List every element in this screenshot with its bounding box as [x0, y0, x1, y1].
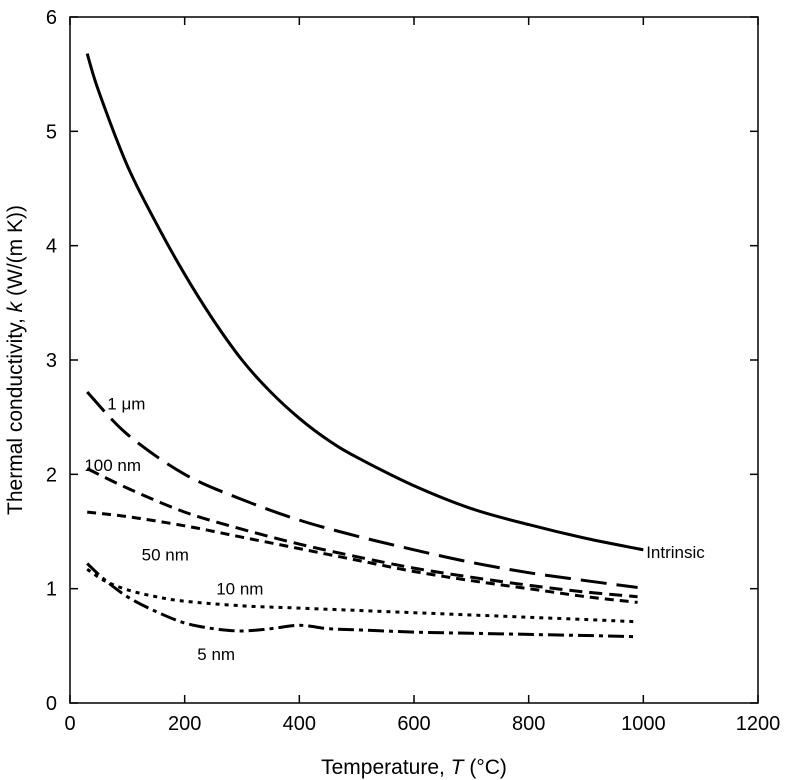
series-label-100-nm: 100 nm	[84, 456, 141, 475]
series-layer	[85, 53, 644, 639]
x-tick-label: 800	[512, 713, 545, 735]
series-label-10-nm: 10 nm	[216, 580, 263, 599]
series-line-5-nm	[86, 562, 638, 639]
x-tick-label: 1200	[736, 713, 781, 735]
series-line-1-m	[86, 390, 638, 589]
x-tick-label: 400	[283, 713, 316, 735]
series-label-50-nm: 50 nm	[142, 545, 189, 564]
y-tick-label: 3	[46, 350, 57, 372]
x-tick-label: 600	[397, 713, 430, 735]
y-tick-label: 2	[46, 464, 57, 486]
x-tick-label: 200	[168, 713, 201, 735]
x-tick-label: 1000	[621, 713, 666, 735]
y-tick-label: 4	[46, 236, 57, 258]
series-line-10-nm	[86, 567, 638, 624]
series-label-5-nm: 5 nm	[197, 645, 235, 664]
y-tick-label: 6	[46, 7, 57, 29]
axis-ticks: 0 200 400 600 800 1000 1200 0 1 2 3 4 5 6	[46, 7, 780, 735]
series-line-intrinsic	[85, 53, 644, 552]
series-label-intrinsic: Intrinsic	[646, 543, 705, 562]
y-axis-title: Thermal conductivity, k (W/(m K))	[4, 205, 27, 515]
series-line-100-nm	[86, 467, 638, 599]
series-labels: Intrinsic 1 μm 100 nm 50 nm 10 nm 5 nm	[84, 394, 705, 663]
y-tick-label: 1	[46, 579, 57, 601]
y-tick-label: 5	[46, 121, 57, 143]
x-tick-label: 0	[64, 713, 75, 735]
series-line-50-nm	[87, 510, 638, 604]
y-tick-label: 0	[46, 693, 57, 715]
x-axis-title: Temperature, T (°C)	[321, 756, 507, 779]
series-label-1-m: 1 μm	[107, 394, 145, 413]
